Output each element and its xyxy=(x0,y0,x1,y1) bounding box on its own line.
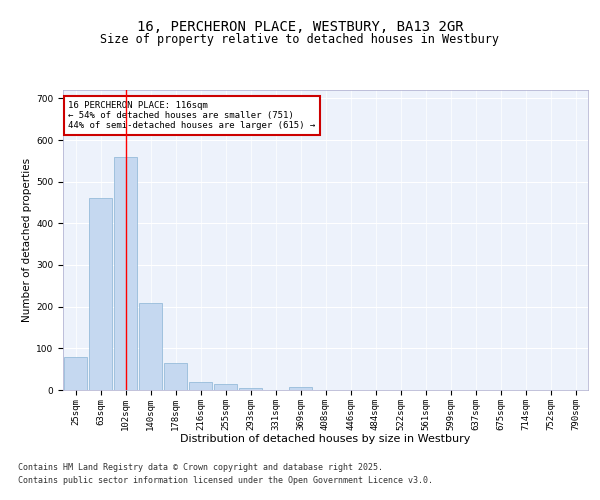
Bar xyxy=(64,356,87,390)
Text: Size of property relative to detached houses in Westbury: Size of property relative to detached ho… xyxy=(101,32,499,46)
Bar xyxy=(189,382,212,390)
Bar xyxy=(239,388,262,390)
Bar xyxy=(289,386,312,390)
Text: Contains public sector information licensed under the Open Government Licence v3: Contains public sector information licen… xyxy=(18,476,433,485)
Bar xyxy=(164,363,187,390)
Bar xyxy=(214,384,237,390)
Text: 16 PERCHERON PLACE: 116sqm
← 54% of detached houses are smaller (751)
44% of sem: 16 PERCHERON PLACE: 116sqm ← 54% of deta… xyxy=(68,100,316,130)
Text: 16, PERCHERON PLACE, WESTBURY, BA13 2GR: 16, PERCHERON PLACE, WESTBURY, BA13 2GR xyxy=(137,20,463,34)
X-axis label: Distribution of detached houses by size in Westbury: Distribution of detached houses by size … xyxy=(181,434,470,444)
Text: Contains HM Land Registry data © Crown copyright and database right 2025.: Contains HM Land Registry data © Crown c… xyxy=(18,464,383,472)
Bar xyxy=(114,156,137,390)
Y-axis label: Number of detached properties: Number of detached properties xyxy=(22,158,32,322)
Bar xyxy=(89,198,112,390)
Bar xyxy=(139,302,162,390)
